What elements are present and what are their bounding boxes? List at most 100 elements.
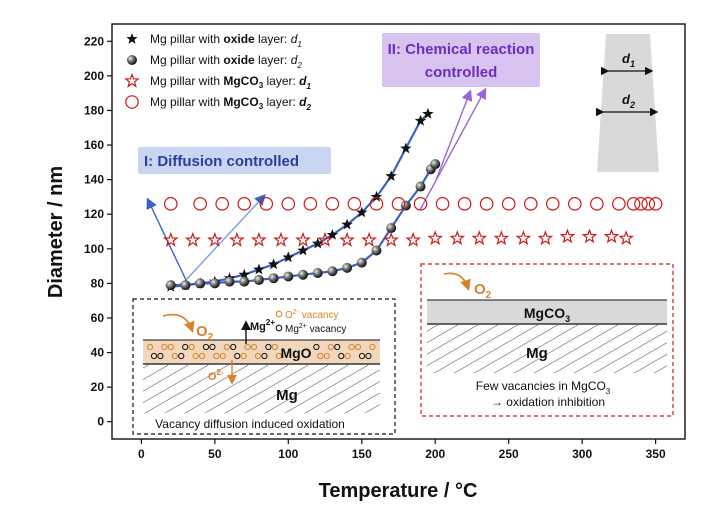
x-tick-label: 150 bbox=[352, 447, 372, 461]
x-tick-label: 200 bbox=[425, 447, 445, 461]
series-line-oxide_d2 bbox=[170, 163, 437, 287]
data-point-oxide_d2 bbox=[209, 278, 220, 289]
data-point-oxide_d1 bbox=[414, 114, 427, 126]
data-point-mgco3_d1 bbox=[537, 230, 554, 246]
vacancy-marker bbox=[334, 343, 341, 351]
mg-vacancy-legend: Mg bbox=[285, 324, 299, 335]
vacancy-marker bbox=[240, 352, 247, 360]
data-point-mgco3_d2 bbox=[193, 197, 207, 211]
vacancy-marker bbox=[157, 352, 164, 360]
data-point-oxide_d1 bbox=[282, 251, 294, 263]
data-point-oxide_d1 bbox=[297, 244, 309, 256]
data-point-mgco3_d1 bbox=[339, 231, 355, 247]
svg-text:O2: O2 bbox=[196, 323, 214, 343]
mgo-label: MgO bbox=[280, 345, 311, 361]
data-point-oxide_d1 bbox=[400, 142, 412, 154]
data-point-mgco3_d2 bbox=[215, 197, 229, 211]
data-point-oxide_d1 bbox=[385, 170, 397, 181]
vacancy-marker bbox=[323, 352, 330, 360]
data-point-mgco3_d2 bbox=[479, 197, 494, 211]
vacancy-marker bbox=[313, 343, 320, 351]
inset-oxide: O2 Mg2+ O2- vacancy Mg2+ vacancy MgO O2-… bbox=[132, 298, 396, 435]
vacancy-marker bbox=[178, 352, 185, 360]
x-tick-label: 300 bbox=[572, 447, 592, 461]
data-point-oxide_d1 bbox=[422, 107, 434, 119]
data-point-mgco3_d1 bbox=[207, 231, 223, 247]
data-point-mgco3_d2 bbox=[457, 197, 472, 211]
x-axis-ticks: 0 50 100 150 200 250 300 350 bbox=[138, 439, 666, 461]
inset-oxide-caption: Vacancy diffusion induced oxidation bbox=[155, 417, 345, 431]
data-point-oxide_d1 bbox=[238, 268, 250, 280]
data-point-mgco3_d2 bbox=[612, 197, 626, 211]
data-point-mgco3_d2 bbox=[413, 197, 428, 211]
data-point-oxide_d2 bbox=[253, 274, 264, 285]
vacancy-marker bbox=[161, 343, 168, 351]
vacancy-marker bbox=[230, 343, 237, 351]
mgco3-layer bbox=[427, 300, 667, 324]
y-tick-label: 200 bbox=[84, 69, 104, 83]
data-point-mgco3_d2 bbox=[523, 197, 538, 211]
data-point-mgco3_d1 bbox=[471, 230, 488, 246]
reaction-annotation: II: Chemical reaction controlled bbox=[382, 33, 540, 87]
vacancy-marker bbox=[244, 343, 251, 351]
vacancy-marker bbox=[327, 343, 334, 351]
plot-frame bbox=[111, 23, 686, 440]
data-point-mgco3_d1 bbox=[273, 231, 289, 247]
data-point-oxide_d2 bbox=[298, 269, 308, 280]
data-point-oxide_d2 bbox=[165, 280, 176, 291]
vacancy-marker bbox=[182, 343, 189, 351]
data-point-mgco3_d2 bbox=[325, 197, 340, 211]
y-tick-label: 120 bbox=[84, 207, 104, 221]
data-point-mgco3_d1 bbox=[295, 231, 311, 247]
data-point-oxide_d2 bbox=[327, 266, 338, 277]
mgco3-layer-label: MgCO bbox=[524, 305, 565, 321]
vacancy-marker bbox=[275, 352, 282, 360]
data-point-mgco3_d2 bbox=[391, 197, 406, 211]
legend-entry-oxide_d2: Mg pillar with oxide layer: d2 bbox=[150, 53, 302, 70]
data-point-oxide_d2 bbox=[268, 273, 279, 284]
data-point-mgco3_d2 bbox=[648, 197, 663, 211]
legend-marker-mgco3_d2 bbox=[125, 95, 139, 109]
data-point-mgco3_d1 bbox=[515, 230, 532, 246]
svg-text:Mg2+: Mg2+ bbox=[250, 318, 275, 333]
data-point-mgco3_d1 bbox=[493, 230, 510, 246]
data-point-oxide_d2 bbox=[342, 262, 353, 273]
inset-oxide-o2: O bbox=[196, 323, 208, 340]
data-point-oxide_d2 bbox=[386, 223, 397, 234]
data-point-mgco3_d1 bbox=[581, 228, 598, 244]
y-tick-label: 60 bbox=[91, 311, 105, 325]
vacancy-marker bbox=[344, 352, 351, 360]
x-tick-label: 250 bbox=[499, 447, 519, 461]
svg-text:II: Chemical reaction: II: Chemical reaction bbox=[388, 41, 535, 58]
svg-text:O2- vacancy: O2- vacancy bbox=[285, 309, 338, 321]
y-tick-label: 160 bbox=[84, 138, 104, 152]
y-tick-label: 100 bbox=[84, 242, 104, 256]
data-point-oxide_d2 bbox=[430, 159, 441, 170]
vacancy-marker bbox=[209, 343, 216, 351]
data-point-mgco3_d1 bbox=[405, 231, 422, 247]
data-point-mgco3_d2 bbox=[369, 197, 384, 211]
data-point-mgco3_d1 bbox=[361, 231, 377, 247]
legend: Mg pillar with oxide layer: d1 Mg pillar … bbox=[124, 32, 312, 112]
data-point-mgco3_d2 bbox=[545, 197, 560, 211]
vacancy-markers bbox=[146, 343, 376, 360]
svg-text:controlled: controlled bbox=[425, 64, 498, 81]
y-tick-label: 180 bbox=[84, 103, 104, 117]
vacancy-marker bbox=[213, 352, 220, 360]
data-point-oxide_d1 bbox=[341, 218, 353, 230]
vacancy-marker bbox=[234, 352, 241, 360]
vacancy-marker bbox=[167, 343, 174, 351]
data-point-mgco3_d2 bbox=[259, 197, 274, 211]
legend-entry-oxide_d1: Mg pillar with oxide layer: d1 bbox=[150, 32, 302, 49]
vacancy-marker bbox=[348, 343, 355, 351]
vacancy-marker bbox=[365, 352, 372, 360]
data-point-oxide_d2 bbox=[195, 278, 206, 289]
series-mgco3_d1 bbox=[162, 228, 635, 247]
y-tick-label: 40 bbox=[91, 346, 105, 360]
inset-mgco3-o2: O bbox=[474, 281, 486, 298]
mg2-label: Mg bbox=[250, 321, 266, 333]
svg-text:Mg2+ vacancy: Mg2+ vacancy bbox=[285, 323, 346, 335]
svg-text:O2-: O2- bbox=[208, 368, 224, 383]
data-point-oxide_d1 bbox=[267, 258, 280, 270]
